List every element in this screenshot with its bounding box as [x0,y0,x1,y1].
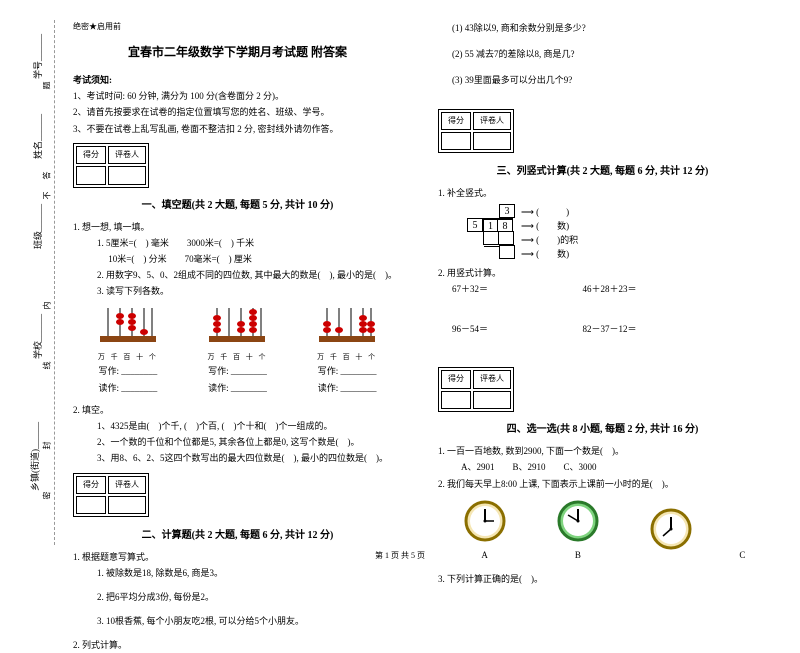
grader-cell: 评卷人 [108,476,146,494]
s2-q1b: 2. 把6平均分成3份, 每份是2。 [73,589,402,605]
abacus-axis: 万 千 百 十 个 [93,351,163,364]
read-line: 读作: ________ [312,380,382,396]
secret-label: 绝密★启用前 [73,20,402,34]
margin-name: 姓名______ [31,114,44,159]
arrow-d: ⟶ ( 数) [521,247,578,261]
s4-q1: 1. 一百一百地数, 数到2900, 下面一个数是( )。 [438,443,767,459]
arrow-b: ⟶ ( 数) [521,219,578,233]
s1-q2: 2. 填空。 [73,402,402,418]
seal-note: 密 [42,492,53,500]
seal-note: 不 [42,192,53,200]
abacus-3: 万 千 百 十 个 写作: ________ 读作: ________ [312,306,382,396]
s2-q1a: 1. 被除数是18, 除数是6, 商是3。 [73,565,402,581]
margin-class: 班级______ [31,204,44,249]
score-box: 得分 评卷人 [438,367,514,412]
abacus-axis: 万 千 百 十 个 [312,351,382,364]
eq3: 96－54＝ [452,324,488,334]
s1-q1a: 1. 5厘米=( ) 毫米 3000米=( ) 千米 [73,235,402,251]
margin-school: 学校______ [31,314,44,359]
s1-q2b: 2、一个数的千位和个位都是5, 其余各位上都是0, 这写个数是( )。 [73,434,402,450]
seal-note: 答 [42,172,53,180]
eq4: 82－37－12＝ [583,324,637,334]
division-figure: 3 518 ⟶ ( ) ⟶ ( 数) ⟶ ( )的积 ⟶ ( 数) [468,205,767,261]
r1-b: (2) 55 减去7的差除以8, 商是几? [438,46,767,62]
clock-c [646,508,696,555]
write-line: 写作: ________ [312,363,382,379]
read-line: 读作: ________ [202,380,272,396]
score-cell: 得分 [76,146,106,164]
s2-q1c: 3. 10根香蕉, 每个小朋友吃2根, 可以分给5个小朋友。 [73,613,402,629]
r1-c: (3) 39里面最多可以分出几个9? [438,72,767,88]
s1-q2c: 3、用8、6、2、5这四个数写出的最大四位数是( ), 最小的四位数是( )。 [73,450,402,466]
notice-3: 3、不要在试卷上乱写乱画, 卷面不整洁扣 2 分, 密封线外请勿作答。 [73,121,402,137]
score-box: 得分 评卷人 [73,143,149,188]
s1-q2a: 1、4325是由( )个千, ( )个百, ( )个十和( )个一组成的。 [73,418,402,434]
s3-q1: 1. 补全竖式。 [438,185,767,201]
s2-q2: 2. 列式计算。 [73,637,402,653]
abacus-axis: 万 千 百 十 个 [202,351,272,364]
section4-title: 四、选一选(共 8 小题, 每题 2 分, 共计 16 分) [438,421,767,439]
section2-title: 二、计算题(共 2 大题, 每题 6 分, 共计 12 分) [73,527,402,545]
grader-cell: 评卷人 [473,370,511,388]
s1-q1b: 10米=( ) 分米 70毫米=( ) 厘米 [73,251,402,267]
eq1: 67＋32＝ [452,284,488,294]
s4-q3: 3. 下列计算正确的是( )。 [438,571,767,587]
seal-note: 内 [42,302,53,310]
binding-margin: 学号______ 姓名______ 班级______ 学校______ 乡镇(街… [15,20,55,545]
arrow-c: ⟶ ( )的积 [521,233,578,247]
score-box: 得分 评卷人 [73,473,149,518]
score-cell: 得分 [441,370,471,388]
right-column: (1) 43除以9, 商和余数分别是多少? (2) 55 减去7的差除以8, 商… [420,20,785,545]
grader-cell: 评卷人 [108,146,146,164]
s4-q1-opts: A、2901 B、2910 C、3000 [438,459,767,475]
score-cell: 得分 [441,112,471,130]
arrow-a: ⟶ ( ) [521,205,578,219]
seal-note: 线 [42,362,53,370]
section3-title: 三、列竖式计算(共 2 大题, 每题 6 分, 共计 12 分) [438,163,767,181]
eq2: 46＋28＋23＝ [583,284,637,294]
margin-town: 乡镇(街道)______ [28,422,41,491]
score-box: 得分 评卷人 [438,109,514,154]
seal-note: 封 [42,442,53,450]
abacus-1: 万 千 百 十 个 写作: ________ 读作: ________ [93,306,163,396]
s4-q2: 2. 我们每天早上8:00 上课, 下面表示上课前一小时的是( )。 [438,476,767,492]
notice-1: 1、考试时间: 60 分钟, 满分为 100 分(含卷面分 2 分)。 [73,88,402,104]
section1-title: 一、填空题(共 2 大题, 每题 5 分, 共计 10 分) [73,197,402,215]
margin-studentid: 学号______ [31,34,44,79]
exam-title: 宜春市二年级数学下学期月考试题 附答案 [73,42,402,64]
write-line: 写作: ________ [93,363,163,379]
eq-row2: 96－54＝ 82－37－12＝ [438,321,767,337]
abacus-2: 万 千 百 十 个 写作: ________ 读作: ________ [202,306,272,396]
score-cell: 得分 [76,476,106,494]
write-line: 写作: ________ [202,363,272,379]
notice-2: 2、请首先按要求在试卷的指定位置填写您的姓名、班级、学号。 [73,104,402,120]
s3-q2: 2. 用竖式计算。 [438,265,767,281]
s1-q1c: 2. 用数字9、5、0、2组成不同的四位数, 其中最大的数是( ), 最小的是(… [73,267,402,283]
grader-cell: 评卷人 [473,112,511,130]
abacus-row: 万 千 百 十 个 写作: ________ 读作: ________ 万 千 … [73,306,402,396]
s1-q1: 1. 想一想, 填一填。 [73,219,402,235]
notice-heading: 考试须知: [73,72,402,88]
s1-q1d: 3. 读写下列各数。 [73,283,402,299]
eq-row1: 67＋32＝ 46＋28＋23＝ [438,281,767,297]
left-column: 绝密★启用前 宜春市二年级数学下学期月考试题 附答案 考试须知: 1、考试时间:… [55,20,420,545]
page-footer: 第 1 页 共 5 页 [0,550,800,561]
read-line: 读作: ________ [93,380,163,396]
r1-a: (1) 43除以9, 商和余数分别是多少? [438,20,767,36]
seal-note: 题 [42,82,53,90]
